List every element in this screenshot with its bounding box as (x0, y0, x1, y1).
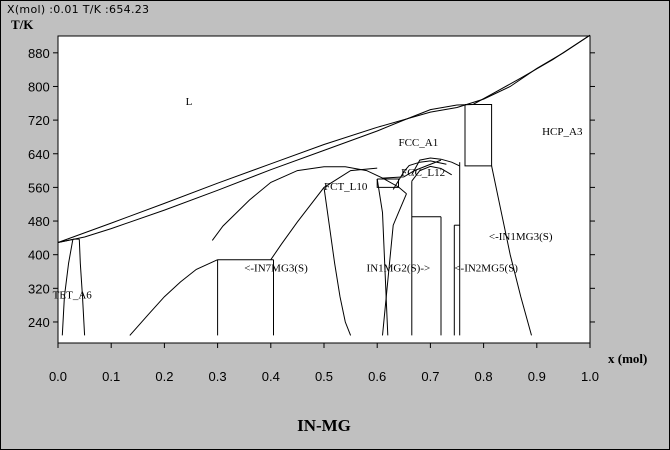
y-tick-label: 480 (28, 214, 50, 229)
x-axis-label: x (mol) (608, 351, 647, 366)
y-tick-label: 720 (28, 113, 50, 128)
phase-label: HCP_A3 (542, 126, 583, 138)
y-tick-label: 240 (28, 315, 50, 330)
phase-label: TET_A6 (53, 290, 93, 302)
x-tick-label: 0.0 (49, 369, 67, 384)
phase-label: IN1MG2(S)-> (367, 262, 431, 274)
cursor-readout: X(mol) :0.01 T/K :654.23 (7, 3, 150, 16)
y-tick-label: 640 (28, 147, 50, 162)
x-tick-label: 0.6 (368, 369, 386, 384)
chart-title: IN-MG (297, 416, 351, 435)
phase-boundary-26 (382, 193, 407, 336)
y-axis-label: T/K (11, 17, 34, 32)
phase-boundary-23 (57, 238, 80, 243)
phase-label: FCT_L10 (324, 181, 368, 193)
y-tick-label: 880 (28, 46, 50, 61)
phase-boundary-7 (270, 167, 378, 260)
y-tick-label: 400 (28, 248, 50, 263)
y-tick-label: 560 (28, 180, 50, 195)
x-tick-label: 0.3 (209, 369, 227, 384)
y-tick-label: 800 (28, 79, 50, 94)
phase-boundary-27 (323, 187, 352, 336)
phase-boundary-1 (57, 34, 591, 243)
phase-boundary-9 (392, 160, 447, 190)
phase-label: <-IN2MG5(S) (454, 262, 518, 274)
phase-label: L (186, 96, 193, 108)
x-tick-label: 0.8 (475, 369, 493, 384)
phase-boundary-13 (376, 178, 399, 188)
phase-boundary-3 (491, 165, 532, 336)
phase-label: FCC_A1 (398, 137, 438, 149)
phase-boundary-25 (78, 239, 86, 336)
x-tick-label: 1.0 (581, 369, 599, 384)
phase-label: <-IN1MG3(S) (489, 231, 553, 243)
phase-label: <-IN7MG3(S) (244, 262, 308, 274)
phase-boundary-12 (411, 165, 452, 182)
phase-boundary-6 (211, 166, 407, 241)
phase-boundaries (57, 34, 591, 336)
x-tick-label: 0.7 (421, 369, 439, 384)
phase-boundary-8 (382, 159, 442, 179)
phase-labels: L HCP_A3 FCC_A1 FCC_L12 FCT_L10 <-IN1MG3(S) <-… (53, 96, 583, 302)
phase-boundary-11 (411, 157, 460, 176)
x-tick-label: 0.1 (102, 369, 120, 384)
phase-boundary-22 (129, 259, 218, 336)
phase-boundary-24 (61, 239, 74, 336)
phase-label: FCC_L12 (401, 167, 445, 179)
x-tick-label: 0.9 (528, 369, 546, 384)
axes-ticks: 0.0 0.1 0.2 0.3 0.4 0.5 0.6 0.7 0.8 0.9 1.0 240 320 4… (28, 46, 599, 384)
x-tick-label: 0.5 (315, 369, 333, 384)
y-tick-label: 320 (28, 281, 50, 296)
x-tick-label: 0.4 (262, 369, 280, 384)
x-tick-label: 0.2 (155, 369, 173, 384)
